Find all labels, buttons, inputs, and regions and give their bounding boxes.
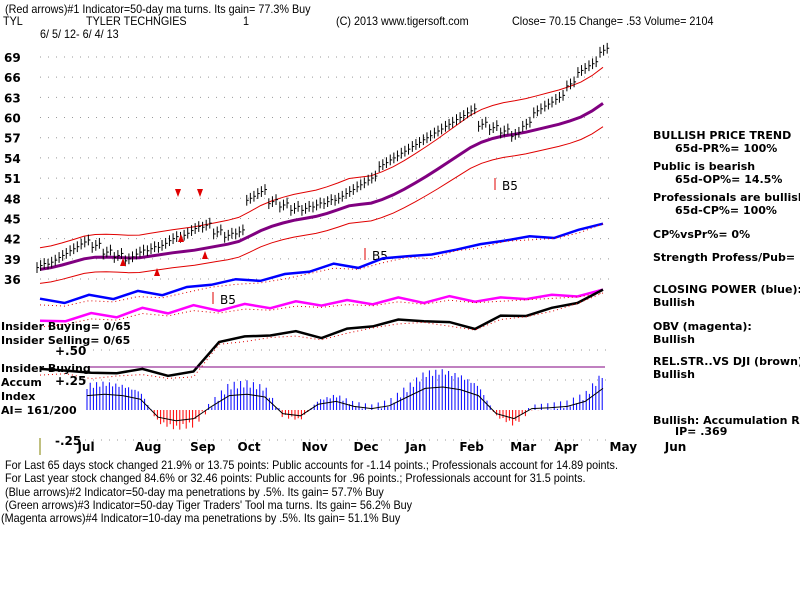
- footer-indicator4: (Magenta arrows)#4 Indicator=10-day ma p…: [1, 511, 401, 525]
- price-tick-label: 69: [4, 51, 21, 65]
- price-tick-label: 54: [4, 152, 21, 166]
- obv-status: Bullish: [653, 333, 695, 346]
- index-label: Index: [1, 390, 36, 403]
- month-label: Nov: [302, 440, 328, 454]
- strength-ratio: Strength Profess/Pub= 13: [653, 251, 800, 264]
- accum-ma-line: [86, 386, 604, 422]
- insider-selling: Insider Selling= 0/65: [1, 334, 131, 347]
- obv-label: OBV (magenta):: [653, 320, 752, 333]
- pr-value: 65d-PR%= 100%: [675, 142, 778, 155]
- footer-indicator3: (Green arrows)#3 Indicator=50-day Tiger …: [5, 498, 413, 512]
- month-label: Apr: [554, 440, 578, 454]
- price-tick-label: 48: [4, 192, 21, 206]
- month-label: Oct: [238, 440, 261, 454]
- insider-buying-label: Insider Buying: [1, 362, 91, 375]
- footer-65day: For Last 65 days stock changed 21.9% or …: [5, 458, 618, 472]
- cp-vs-pr: CP%vsPr%= 0%: [653, 228, 751, 241]
- buy-arrow-icon: [120, 258, 126, 266]
- date-range: 6/ 5/ 12- 6/ 4/ 13: [40, 27, 119, 41]
- month-label: May: [610, 440, 638, 454]
- relstr-label: REL.STR..VS DJI (brown): [653, 355, 800, 368]
- closing-power-status: Bullish: [653, 296, 695, 309]
- ip-value: IP= .369: [675, 425, 728, 438]
- lower-band: [39, 126, 604, 284]
- accum-status: Bullish: Accumulation Risi: [653, 414, 800, 427]
- price-tick-label: 39: [4, 253, 21, 267]
- professionals-label: Professionals are bullish: [653, 191, 800, 204]
- annotation-label: B5: [502, 179, 518, 193]
- symbol: TYL: [3, 14, 23, 28]
- relstr-status: Bullish: [653, 368, 695, 381]
- month-label: Feb: [459, 440, 484, 454]
- sell-arrow-icon: [197, 189, 203, 197]
- trend-label: BULLISH PRICE TREND: [653, 129, 792, 142]
- accum-tick-label: +.50: [55, 344, 86, 358]
- copyright: (C) 2013 www.tigersoft.com: [336, 14, 469, 28]
- upper-band: [39, 66, 604, 249]
- month-label: Aug: [135, 440, 161, 454]
- accum-tick-label: +.25: [55, 374, 86, 388]
- footer-indicator2: (Blue arrows)#2 Indicator=50-day ma pene…: [5, 485, 384, 499]
- accum-label: Accum: [1, 376, 42, 389]
- price-tick-label: 66: [4, 71, 21, 85]
- buy-arrow-icon: [178, 234, 184, 242]
- price-tick-label: 60: [4, 112, 21, 126]
- obv-line: [39, 288, 604, 323]
- month-label: Jul: [76, 440, 94, 454]
- ai-value: AI= 161/200: [1, 404, 77, 417]
- closing-power-label: CLOSING POWER (blue):: [653, 283, 800, 296]
- buy-arrow-icon: [154, 268, 160, 276]
- company-name: TYLER TECHNGIES: [86, 14, 187, 28]
- relative-strength-line: [39, 288, 604, 378]
- moving-average-line: [39, 102, 604, 271]
- month-label: Dec: [353, 440, 378, 454]
- op-value: 65d-OP%= 14.5%: [675, 173, 783, 186]
- footer-year: For Last year stock changed 84.6% or 32.…: [5, 471, 586, 485]
- public-label: Public is bearish: [653, 160, 756, 173]
- indicator1-text: (Red arrows)#1 Indicator=50-day ma turns…: [5, 2, 311, 16]
- price-tick-label: 36: [4, 273, 21, 287]
- sell-arrow-icon: [175, 189, 181, 197]
- price-tick-label: 63: [4, 91, 21, 105]
- month-label: Sep: [190, 440, 216, 454]
- chart-number: 1: [243, 14, 250, 28]
- price-tick-label: 42: [4, 233, 21, 247]
- obv-line-ma: [39, 292, 604, 328]
- annotation-label: B5: [220, 293, 236, 307]
- insider-buying: Insider Buying= 0/65: [1, 320, 131, 333]
- price-tick-label: 57: [4, 132, 21, 146]
- month-label: Jan: [404, 440, 426, 454]
- buy-arrow-icon: [202, 251, 208, 259]
- quote: Close= 70.15 Change= .53 Volume= 2104: [512, 14, 714, 28]
- accum-tick-label: -.25: [55, 434, 81, 448]
- cp-value: 65d-CP%= 100%: [675, 204, 777, 217]
- month-label: Mar: [510, 440, 536, 454]
- price-tick-label: 51: [4, 172, 21, 186]
- price-tick-label: 45: [4, 212, 21, 226]
- closing-power-line: [39, 222, 604, 305]
- month-label: Jun: [664, 440, 687, 454]
